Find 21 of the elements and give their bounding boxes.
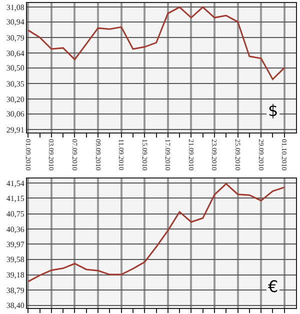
y-tick-label: 39,97 bbox=[6, 240, 24, 249]
y-tick-label: 31,08 bbox=[6, 2, 24, 12]
y-tick-label: 30,50 bbox=[6, 64, 24, 73]
annotation: € bbox=[268, 277, 278, 296]
line-series bbox=[27, 6, 286, 80]
y-tick-label: 29,91 bbox=[6, 125, 24, 134]
y-tick-label: 40,36 bbox=[6, 224, 24, 234]
y-tick-label: 30,20 bbox=[6, 94, 24, 104]
y-tick-label: 40,75 bbox=[6, 210, 24, 219]
y-tick-label: 30,64 bbox=[6, 48, 24, 58]
y-tick-label: 41,54 bbox=[6, 178, 24, 188]
y-tick-label: 41,15 bbox=[6, 194, 24, 204]
annotation: $ bbox=[268, 101, 278, 120]
y-tick-label: 38,40 bbox=[6, 301, 24, 310]
y-tick-label: 30,79 bbox=[6, 33, 24, 42]
y-tick-label: 30,06 bbox=[6, 110, 24, 119]
y-tick-label: 38,79 bbox=[6, 286, 24, 295]
y-tick-label: 39,58 bbox=[6, 255, 24, 264]
y-tick-label: 30,35 bbox=[6, 79, 24, 88]
y-tick-label: 30,94 bbox=[6, 18, 24, 27]
y-tick-label: 39,18 bbox=[6, 270, 24, 280]
